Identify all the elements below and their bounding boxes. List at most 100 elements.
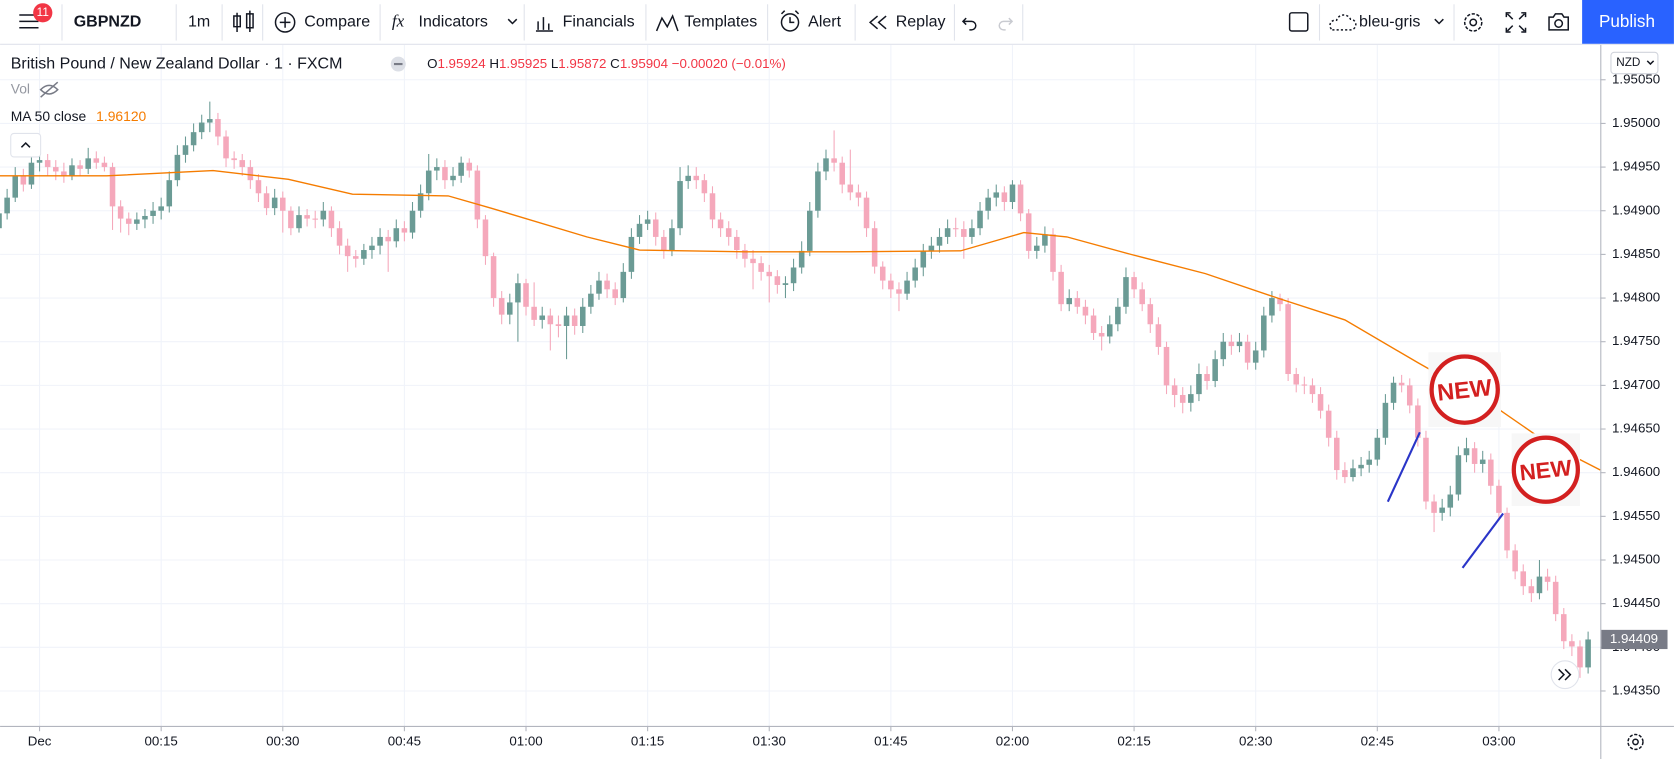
candle-body <box>977 210 983 229</box>
candle-body <box>158 206 164 211</box>
candle-body <box>344 245 351 257</box>
gear-icon <box>1463 13 1483 32</box>
fullscreen-icon[interactable] <box>1505 12 1527 33</box>
candle-body <box>1171 385 1178 395</box>
chart-type-icon[interactable] <box>233 10 254 33</box>
replay-button[interactable]: Replay <box>868 14 946 31</box>
sticker-ring <box>1511 435 1580 504</box>
candle-body <box>1196 374 1202 395</box>
candle-body <box>1252 350 1259 363</box>
candle-body <box>361 250 367 259</box>
publish-bg <box>1582 0 1674 44</box>
y-tick-label: 1.94800 <box>1612 290 1660 305</box>
candle-body <box>263 193 270 209</box>
candle-body <box>223 136 229 159</box>
compare-button[interactable]: Compare <box>274 12 370 33</box>
y-tick-label: 1.94350 <box>1612 683 1660 698</box>
candle-body <box>101 162 108 168</box>
x-tick-label: 02:45 <box>1361 733 1394 748</box>
time-axis-settings[interactable] <box>1627 733 1644 751</box>
candle-body <box>1406 385 1413 406</box>
trend-line[interactable] <box>1461 512 1504 569</box>
candle-body <box>896 289 902 294</box>
candle-body <box>531 306 537 320</box>
sticker-text: NEW <box>1518 455 1573 485</box>
candle-body <box>644 219 651 224</box>
toolbar: 11 GBPNZD 1m Compare fx Indicators Finan… <box>0 0 1674 45</box>
legend-toggle[interactable] <box>10 132 42 158</box>
templates-button[interactable]: Templates <box>655 14 758 32</box>
last-price: 1.94409 <box>1601 629 1668 650</box>
candle-body <box>936 236 943 246</box>
scroll-to-realtime[interactable] <box>1550 660 1580 690</box>
candle-body <box>271 197 278 209</box>
candle-body <box>1285 304 1291 375</box>
candle-body <box>904 280 910 294</box>
redo-icon[interactable] <box>998 17 1014 31</box>
candle-body <box>782 283 789 285</box>
symbol[interactable]: GBPNZD <box>74 14 142 31</box>
screenshot-button[interactable] <box>1548 13 1569 31</box>
trend-line[interactable] <box>1386 431 1421 503</box>
publish-button[interactable]: Publish <box>1582 0 1674 44</box>
indicators-button[interactable]: fx Indicators <box>392 11 518 31</box>
ma-value: 1.96120 <box>96 108 146 124</box>
settings-button[interactable] <box>1463 13 1483 32</box>
candle-body <box>1277 298 1283 305</box>
candle-body <box>1147 304 1154 325</box>
c-label: C <box>610 56 620 71</box>
candle-body <box>1569 641 1575 647</box>
alert-button[interactable]: Alert <box>780 10 842 32</box>
compare-label: Compare <box>304 14 370 31</box>
candle-body <box>1479 459 1486 464</box>
candle-body <box>920 250 927 268</box>
h-label: H <box>489 56 499 71</box>
candle-body <box>1317 394 1324 411</box>
candle-body <box>847 184 854 193</box>
candle-body <box>1066 298 1072 305</box>
layout-button[interactable]: bleu-gris <box>1329 14 1444 31</box>
candle-body <box>701 180 708 194</box>
candle-body <box>458 162 464 176</box>
candle-body <box>288 210 294 229</box>
candle-body <box>1001 192 1008 203</box>
candle-body <box>1123 277 1129 307</box>
currency-label: NZD <box>1616 56 1640 69</box>
candle-body <box>693 175 700 181</box>
y-tick-label: 1.94900 <box>1612 202 1660 217</box>
new-sticker[interactable]: NEW <box>1428 352 1501 428</box>
chevron <box>507 18 518 25</box>
candle-body <box>766 271 773 277</box>
layout-square-icon[interactable] <box>1288 12 1309 32</box>
candle-body <box>1366 459 1372 465</box>
undo-icon[interactable] <box>961 17 977 31</box>
financials-icon <box>535 17 554 32</box>
menu-button[interactable]: 11 <box>19 3 53 29</box>
candle-body <box>652 219 659 237</box>
interval[interactable]: 1m <box>188 14 210 31</box>
financials-button[interactable]: Financials <box>535 14 635 32</box>
candle-body <box>1463 448 1470 456</box>
candle-body <box>669 228 675 251</box>
candle-body <box>709 193 716 220</box>
candle-body <box>1561 614 1567 642</box>
candle-body <box>1050 234 1056 272</box>
new-sticker[interactable]: NEW <box>1511 433 1580 506</box>
x-tick-label: 00:45 <box>388 733 421 748</box>
candle-body <box>320 210 327 220</box>
collapse-dot-minus <box>393 62 403 66</box>
ma-line <box>0 169 1601 471</box>
candle-body <box>490 256 497 299</box>
x-tick-label: 01:30 <box>753 733 786 748</box>
candle-body <box>1188 394 1194 403</box>
hidden-eye-icon[interactable] <box>39 81 59 98</box>
x-tick-label: 03:00 <box>1482 733 1515 748</box>
candle-body <box>61 171 67 176</box>
currency-button[interactable]: NZD <box>1610 51 1659 75</box>
candle-body <box>725 228 732 237</box>
scroll-button-bg <box>1550 660 1580 690</box>
x-tick-label: 01:15 <box>631 733 664 748</box>
candle-body <box>1431 501 1437 513</box>
candle-body <box>134 219 140 224</box>
symbol-title: British Pound / New Zealand Dollar · 1 ·… <box>11 55 343 72</box>
